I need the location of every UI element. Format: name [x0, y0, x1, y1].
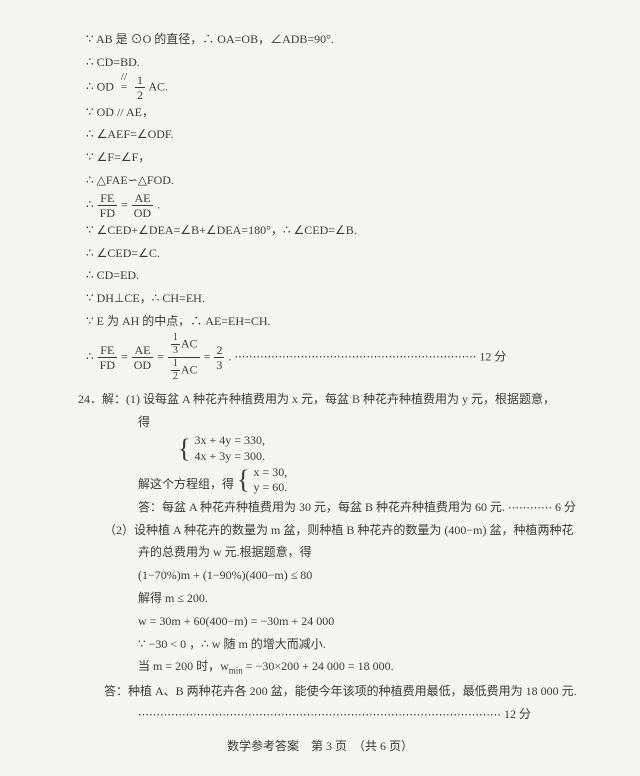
text: 卉的总费用为 w 元.根据题意，得: [78, 541, 590, 564]
proof-line: ∵ AB 是 ⊙O 的直径，∴ OA=OB，∠ADB=90°.: [78, 28, 590, 51]
denominator: 1 2 AC: [168, 358, 200, 382]
proof-line: ∵ ∠F=∠F，: [78, 146, 590, 169]
inner-fraction: 1 3: [171, 333, 180, 356]
inner-num: 1: [171, 359, 180, 371]
calc-line: 当 m = 200 时，wmin = −30×200 + 24 000 = 18…: [78, 655, 590, 679]
fraction: FE FD: [98, 192, 117, 219]
solution-line: 解这个方程组，得 { x = 30, y = 60.: [78, 465, 590, 496]
fraction: 1 2: [135, 74, 145, 101]
denominator: OD: [132, 206, 153, 219]
text: .: [157, 197, 160, 211]
inner-fraction: 1 2: [171, 359, 180, 382]
numerator: AE: [132, 344, 153, 358]
inner-num: 1: [171, 333, 180, 345]
proof-line: ∴ FE FD = AE OD .: [78, 192, 590, 219]
points-line: ⋯⋯⋯⋯⋯⋯⋯⋯⋯⋯⋯⋯⋯⋯⋯⋯⋯⋯⋯⋯⋯⋯⋯⋯⋯⋯⋯⋯⋯⋯⋯⋯⋯ 12 分: [78, 703, 590, 726]
text: .: [228, 349, 231, 363]
denominator: 2: [135, 88, 145, 101]
proof-line: ∴ ∠CED=∠C.: [78, 242, 590, 265]
text: 答：每盆 A 种花卉种植费用为 30 元，每盆 B 种花卉种植费用为 60 元.: [138, 500, 505, 514]
equation: y = 60.: [254, 480, 288, 496]
left-brace-icon: {: [178, 439, 190, 460]
text: 当 m = 200 时，w: [138, 659, 229, 673]
inner-den: 2: [171, 371, 180, 382]
numerator: FE: [98, 192, 117, 206]
numerator: AE: [132, 192, 153, 206]
points-label: 12 分: [479, 349, 506, 363]
text: 得: [78, 411, 590, 434]
compound-fraction: 1 3 AC 1 2 AC: [168, 333, 200, 382]
proof-line: ∴ CD=BD.: [78, 51, 590, 74]
equation: 3x + 4y = 330,: [194, 433, 265, 449]
calc-line: (1−70%)m + (1−90%)(400−m) ≤ 80: [78, 564, 590, 587]
text: ∴: [86, 349, 97, 363]
points-label: 12 分: [504, 707, 531, 721]
proof-line: ∵ DH⊥CE，∴ CH=EH.: [78, 287, 590, 310]
symbol-top: //: [117, 67, 131, 88]
equation: x = 30,: [254, 465, 288, 481]
proof-line: ∴ △FAE∽△FOD.: [78, 169, 590, 192]
text: AC: [181, 362, 198, 376]
points-label: 6 分: [555, 500, 576, 514]
answer-line: 答：每盆 A 种花卉种植费用为 30 元，每盆 B 种花卉种植费用为 60 元.…: [78, 496, 590, 519]
proof-line: ∵ ∠CED+∠DEA=∠B+∠DEA=180°，∴ ∠CED=∠B.: [78, 219, 590, 242]
text: AC: [181, 336, 198, 350]
text: 解这个方程组，得: [138, 477, 234, 491]
text: = −30×200 + 24 000 = 18 000.: [243, 659, 394, 673]
page-footer: 数学参考答案 第 3 页 （共 6 页）: [0, 737, 640, 754]
equation-system: { 3x + 4y = 330, 4x + 3y = 300.: [78, 433, 590, 464]
numerator: 2: [214, 344, 224, 358]
dotted-leader: ⋯⋯⋯⋯: [508, 498, 552, 519]
calc-line: 解得 m ≤ 200.: [78, 587, 590, 610]
proof-line: ∴ CD=ED.: [78, 264, 590, 287]
calc-line: ∵ −30 < 0 ，∴ w 随 m 的增大而减小.: [78, 633, 590, 656]
denominator: FD: [98, 358, 117, 371]
proof-line: ∵ OD // AE，: [78, 101, 590, 124]
calc-line: w = 30m + 60(400−m) = −30m + 24 000: [78, 610, 590, 633]
brace-body: 3x + 4y = 330, 4x + 3y = 300.: [194, 433, 265, 464]
text: ∴: [86, 197, 97, 211]
brace-body: x = 30, y = 60.: [254, 465, 288, 496]
denominator: 3: [214, 358, 224, 371]
answer-line: 答：种植 A、B 两种花卉各 200 盆，能使今年该项的种植费用最低，最低费用为…: [78, 680, 590, 703]
dotted-leader: ⋯⋯⋯⋯⋯⋯⋯⋯⋯⋯⋯⋯⋯⋯⋯⋯⋯⋯⋯⋯⋯⋯⋯⋯⋯⋯⋯⋯⋯⋯⋯⋯⋯: [138, 705, 501, 726]
proof-line: ∴ ∠AEF=∠ODF.: [78, 123, 590, 146]
proof-line: ∴ FE FD = AE OD = 1 3 AC 1 2 AC: [78, 333, 590, 382]
page-content: ∵ AB 是 ⊙O 的直径，∴ OA=OB，∠ADB=90°. ∴ CD=BD.…: [0, 0, 640, 746]
fraction: AE OD: [132, 344, 153, 371]
numerator: 1: [135, 74, 145, 88]
left-brace-icon: {: [237, 470, 249, 491]
problem-24: 24．解：(1) 设每盆 A 种花卉种植费用为 x 元，每盆 B 种花卉种植费用…: [78, 388, 590, 411]
equation: 4x + 3y = 300.: [194, 449, 265, 465]
fraction: AE OD: [132, 192, 153, 219]
parallel-equal-symbol: // =: [117, 75, 131, 98]
fraction: 2 3: [214, 344, 224, 371]
dotted-leader: ⋯⋯⋯⋯⋯⋯⋯⋯⋯⋯⋯⋯⋯⋯⋯⋯⋯⋯⋯⋯⋯⋯: [234, 347, 476, 368]
equals: =: [157, 349, 167, 363]
equals: =: [204, 349, 214, 363]
denominator: FD: [98, 206, 117, 219]
numerator: FE: [98, 344, 117, 358]
text: AC.: [148, 79, 168, 93]
numerator: 1 3 AC: [168, 333, 200, 358]
equals: =: [121, 197, 131, 211]
problem-24-2: （2）设种植 A 种花卉的数量为 m 盆，则种植 B 种花卉的数量为 (400−…: [78, 519, 590, 542]
fraction: FE FD: [98, 344, 117, 371]
text: ∴ OD: [86, 79, 114, 93]
denominator: OD: [132, 358, 153, 371]
subscript: min: [229, 666, 243, 676]
equals: =: [121, 349, 131, 363]
proof-line: ∵ E 为 AH 的中点，∴ AE=EH=CH.: [78, 310, 590, 333]
proof-line: ∴ OD // = 1 2 AC.: [78, 74, 590, 101]
inner-den: 3: [171, 345, 180, 356]
